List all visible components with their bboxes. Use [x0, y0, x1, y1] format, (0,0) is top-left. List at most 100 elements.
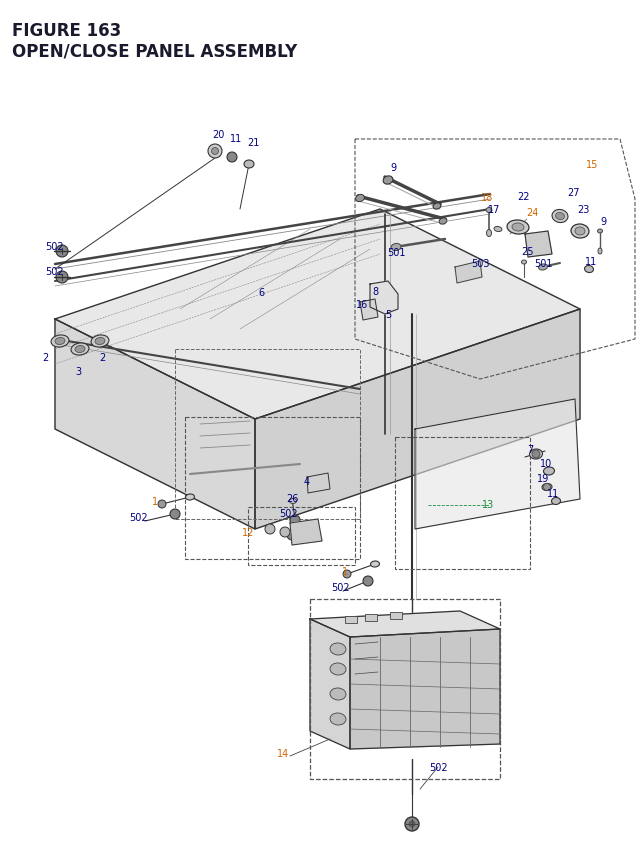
Ellipse shape: [571, 225, 589, 238]
Text: 19: 19: [537, 474, 549, 483]
Text: 13: 13: [482, 499, 494, 510]
Polygon shape: [525, 232, 552, 257]
Circle shape: [227, 152, 237, 163]
Text: 16: 16: [356, 300, 368, 310]
Text: 22: 22: [516, 192, 529, 201]
Circle shape: [363, 576, 373, 586]
Polygon shape: [370, 282, 398, 314]
Text: 2: 2: [99, 353, 105, 362]
Text: FIGURE 163: FIGURE 163: [12, 22, 121, 40]
Text: 502: 502: [331, 582, 349, 592]
Text: 1: 1: [342, 567, 348, 576]
Polygon shape: [307, 474, 330, 493]
Ellipse shape: [542, 484, 552, 491]
Ellipse shape: [529, 449, 543, 460]
Ellipse shape: [330, 688, 346, 700]
Ellipse shape: [330, 713, 346, 725]
Text: 2: 2: [42, 353, 48, 362]
Text: 9: 9: [390, 163, 396, 173]
Text: 502: 502: [429, 762, 447, 772]
Bar: [175, 350, 360, 519]
Polygon shape: [55, 210, 580, 419]
Ellipse shape: [556, 214, 564, 220]
Circle shape: [265, 524, 275, 535]
Ellipse shape: [244, 161, 254, 169]
Ellipse shape: [433, 204, 441, 210]
Bar: [185, 418, 360, 560]
Circle shape: [405, 817, 419, 831]
Text: 1: 1: [152, 497, 158, 506]
Ellipse shape: [91, 336, 109, 348]
Text: 502: 502: [45, 242, 64, 251]
Polygon shape: [290, 519, 322, 545]
Text: 23: 23: [577, 205, 589, 214]
Ellipse shape: [512, 224, 524, 232]
Ellipse shape: [543, 468, 554, 475]
Ellipse shape: [75, 346, 85, 353]
Text: 8: 8: [372, 287, 378, 297]
Ellipse shape: [71, 344, 89, 356]
Ellipse shape: [211, 148, 218, 155]
Ellipse shape: [186, 494, 195, 500]
Circle shape: [532, 450, 540, 458]
Text: 26: 26: [286, 493, 298, 504]
Circle shape: [409, 821, 415, 827]
Text: 502: 502: [280, 508, 298, 518]
Text: 5: 5: [385, 310, 391, 319]
Bar: [345, 616, 357, 623]
Bar: [248, 507, 355, 566]
Ellipse shape: [330, 663, 346, 675]
Ellipse shape: [356, 195, 364, 202]
Ellipse shape: [598, 230, 602, 233]
Text: 11: 11: [585, 257, 597, 267]
Text: 21: 21: [247, 138, 259, 148]
Text: 4: 4: [304, 476, 310, 486]
Ellipse shape: [486, 208, 492, 214]
Text: 503: 503: [471, 258, 489, 269]
Bar: [365, 614, 377, 622]
Polygon shape: [310, 619, 350, 749]
Text: 9: 9: [600, 217, 606, 226]
Polygon shape: [255, 310, 580, 530]
Ellipse shape: [584, 266, 593, 273]
Ellipse shape: [289, 499, 296, 504]
Text: 14: 14: [277, 748, 289, 759]
Ellipse shape: [507, 220, 529, 235]
Circle shape: [287, 530, 297, 541]
Text: 18: 18: [481, 193, 493, 202]
Circle shape: [343, 570, 351, 579]
Ellipse shape: [439, 219, 447, 225]
Ellipse shape: [552, 498, 561, 505]
Ellipse shape: [486, 230, 492, 238]
Circle shape: [290, 516, 300, 525]
Ellipse shape: [575, 227, 585, 236]
Ellipse shape: [330, 643, 346, 655]
Circle shape: [543, 484, 550, 491]
Bar: [395, 437, 530, 569]
Text: 15: 15: [586, 160, 598, 170]
Polygon shape: [55, 319, 255, 530]
Text: 20: 20: [212, 130, 224, 139]
Ellipse shape: [55, 338, 65, 345]
Ellipse shape: [371, 561, 380, 567]
Ellipse shape: [383, 177, 393, 185]
Text: 502: 502: [129, 512, 147, 523]
Circle shape: [56, 245, 68, 257]
Text: 24: 24: [526, 208, 538, 218]
Text: 17: 17: [488, 205, 500, 214]
Ellipse shape: [51, 336, 69, 348]
Ellipse shape: [95, 338, 105, 345]
Ellipse shape: [598, 249, 602, 255]
Bar: [310, 599, 500, 779]
Circle shape: [280, 528, 290, 537]
Text: 25: 25: [521, 247, 533, 257]
Ellipse shape: [391, 245, 401, 251]
Polygon shape: [350, 629, 500, 749]
Polygon shape: [310, 611, 500, 637]
Text: 11: 11: [547, 488, 559, 499]
Text: 3: 3: [75, 367, 81, 376]
Ellipse shape: [552, 210, 568, 223]
Text: 12: 12: [242, 528, 254, 537]
Text: 6: 6: [258, 288, 264, 298]
Bar: [390, 612, 402, 619]
